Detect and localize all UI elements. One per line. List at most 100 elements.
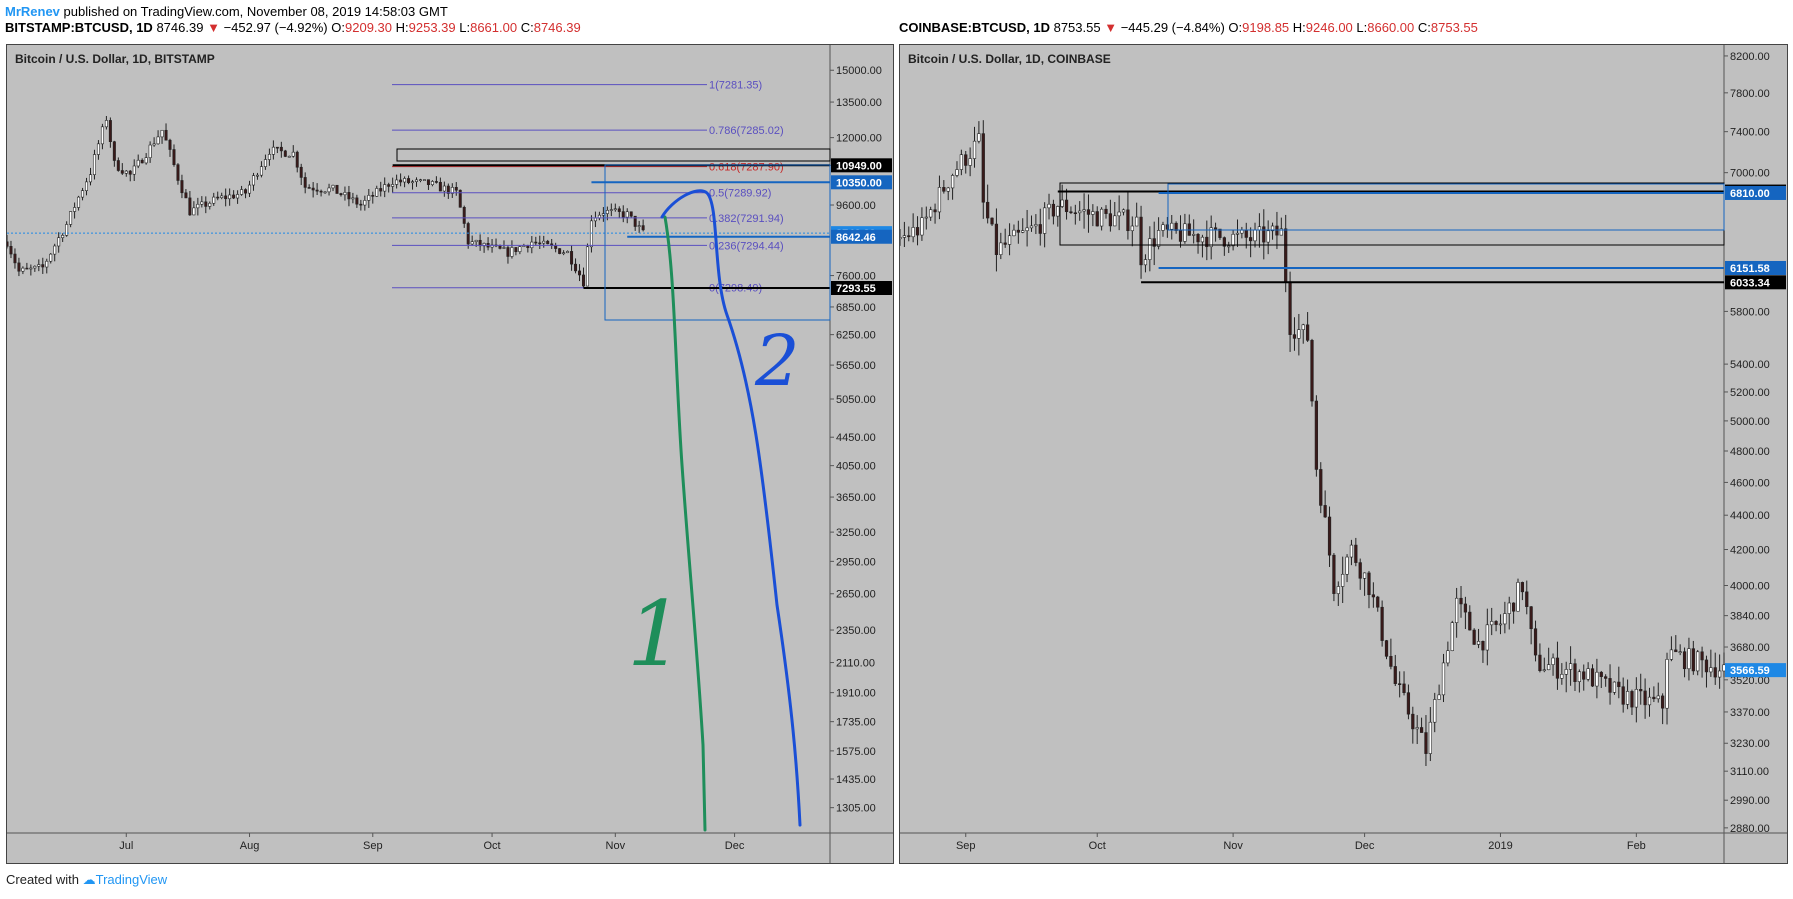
candle-body (1135, 216, 1139, 227)
candle-body (426, 179, 430, 185)
candle-body (263, 159, 267, 167)
candle-body (49, 253, 53, 262)
candle-body (1722, 664, 1726, 672)
candle-body (1262, 226, 1266, 243)
y-tick-label: 2950.00 (836, 556, 876, 568)
bitstamp-chart-svg[interactable]: 15000.0013500.0012000.0010950.009600.007… (7, 45, 893, 863)
candle-body (1336, 586, 1340, 594)
candle-body (625, 211, 629, 218)
candle-body (601, 213, 605, 216)
y-tick-label: 4400.00 (1730, 510, 1770, 522)
candle-body (104, 120, 108, 128)
candle-body (112, 141, 116, 161)
price-badge-label: 10949.00 (836, 160, 882, 172)
candle-body (1376, 596, 1380, 608)
candle-body (1564, 669, 1568, 675)
candle-body (25, 267, 29, 270)
candle-body (1301, 324, 1305, 330)
candle-body (61, 235, 65, 239)
y-tick-label: 8200.00 (1730, 51, 1770, 63)
candle-body (303, 177, 307, 188)
candle-body (132, 165, 136, 175)
y-tick-label: 7000.00 (1730, 168, 1770, 180)
candle-body (13, 253, 17, 264)
y-tick-label: 4450.00 (836, 432, 876, 444)
candle-body (1003, 242, 1007, 245)
left-high-label: H: (395, 20, 409, 35)
coinbase-chart-panel[interactable]: 8200.00 7800.00 7400.00 7000.00 5800.00 5400.… (899, 44, 1788, 864)
candle-body (1227, 245, 1231, 248)
candle-body (1621, 686, 1625, 705)
tradingview-logo-icon[interactable]: ☁ (82, 872, 96, 887)
candle-body (1612, 681, 1617, 693)
y-tick-label: 1305.00 (836, 803, 876, 815)
candle-body (968, 158, 972, 166)
candle-body (955, 169, 959, 176)
candle-body (942, 187, 946, 192)
bitstamp-chart-panel[interactable]: 15000.0013500.0012000.0010950.009600.007… (6, 44, 894, 864)
candle-body (578, 270, 582, 276)
candle-body (1634, 689, 1638, 708)
candle-body (1419, 727, 1424, 733)
candle-body (128, 170, 132, 175)
candle-body (929, 209, 933, 218)
candle-body (1608, 678, 1612, 693)
fib-level-label: 0.786(7285.02) (709, 125, 784, 137)
y-tick-label: 1910.00 (836, 688, 876, 700)
candle-body (1595, 671, 1599, 687)
candle-body (1279, 228, 1283, 236)
candle-body (900, 237, 902, 240)
candle-body (339, 193, 343, 196)
footer-created-with: Created with (6, 872, 79, 887)
candle-body (1463, 603, 1468, 613)
candle-body (1231, 233, 1235, 247)
tradingview-brand-link[interactable]: TradingView (95, 872, 168, 887)
candle-body (363, 200, 367, 206)
candle-body (1551, 657, 1555, 665)
candle-body (986, 201, 990, 219)
candle-body (1100, 208, 1104, 227)
y-tick-label: 5400.00 (1730, 359, 1770, 371)
candle-body (81, 190, 85, 198)
candle-body (430, 181, 434, 185)
candle-body (1560, 673, 1564, 679)
right-change: −445.29 (−4.84%) (1120, 20, 1225, 35)
candle-body (232, 194, 236, 199)
candle-body (92, 154, 96, 175)
candle-body (1341, 573, 1345, 587)
candle-body (1582, 671, 1586, 680)
price-badge (1725, 260, 1786, 275)
candle-body (89, 174, 92, 183)
y-tick-label: 5050.00 (836, 394, 876, 406)
y-tick-label: 2110.00 (836, 658, 875, 670)
candle-body (359, 203, 363, 206)
candle-body (1674, 649, 1678, 653)
candle-body (1288, 281, 1292, 335)
candle-body (937, 187, 942, 213)
candle-body (188, 197, 192, 216)
fib-level-label: 0.382(7291.94) (709, 213, 784, 225)
coinbase-chart-svg[interactable]: 8200.00 7800.00 7400.00 7000.00 5800.00 5400.… (900, 45, 1787, 863)
candle-body (152, 143, 156, 146)
candle-body (1165, 224, 1169, 230)
y-tick-label: 5650.00 (836, 360, 876, 372)
candle-body (1476, 641, 1481, 645)
candle-body (593, 217, 597, 222)
candle-body (542, 240, 546, 244)
y-tick-label: 4800.00 (1730, 446, 1770, 458)
candle-body (1043, 207, 1047, 234)
range-box-blue (604, 164, 831, 321)
candle-body (546, 240, 550, 245)
candle-body (1669, 649, 1674, 660)
drawing-label-1: 1 (627, 582, 684, 687)
candle-body (1209, 227, 1213, 248)
candle-body (1577, 671, 1581, 682)
y-tick-label: 12000.00 (836, 133, 882, 145)
candle-body (1235, 232, 1240, 235)
right-close-label: C: (1417, 20, 1431, 35)
candle-body (383, 184, 387, 192)
candle-body (335, 184, 339, 194)
author-name[interactable]: MrRenev (5, 4, 60, 19)
candle-body (1249, 237, 1253, 242)
candle-body (1380, 606, 1384, 641)
